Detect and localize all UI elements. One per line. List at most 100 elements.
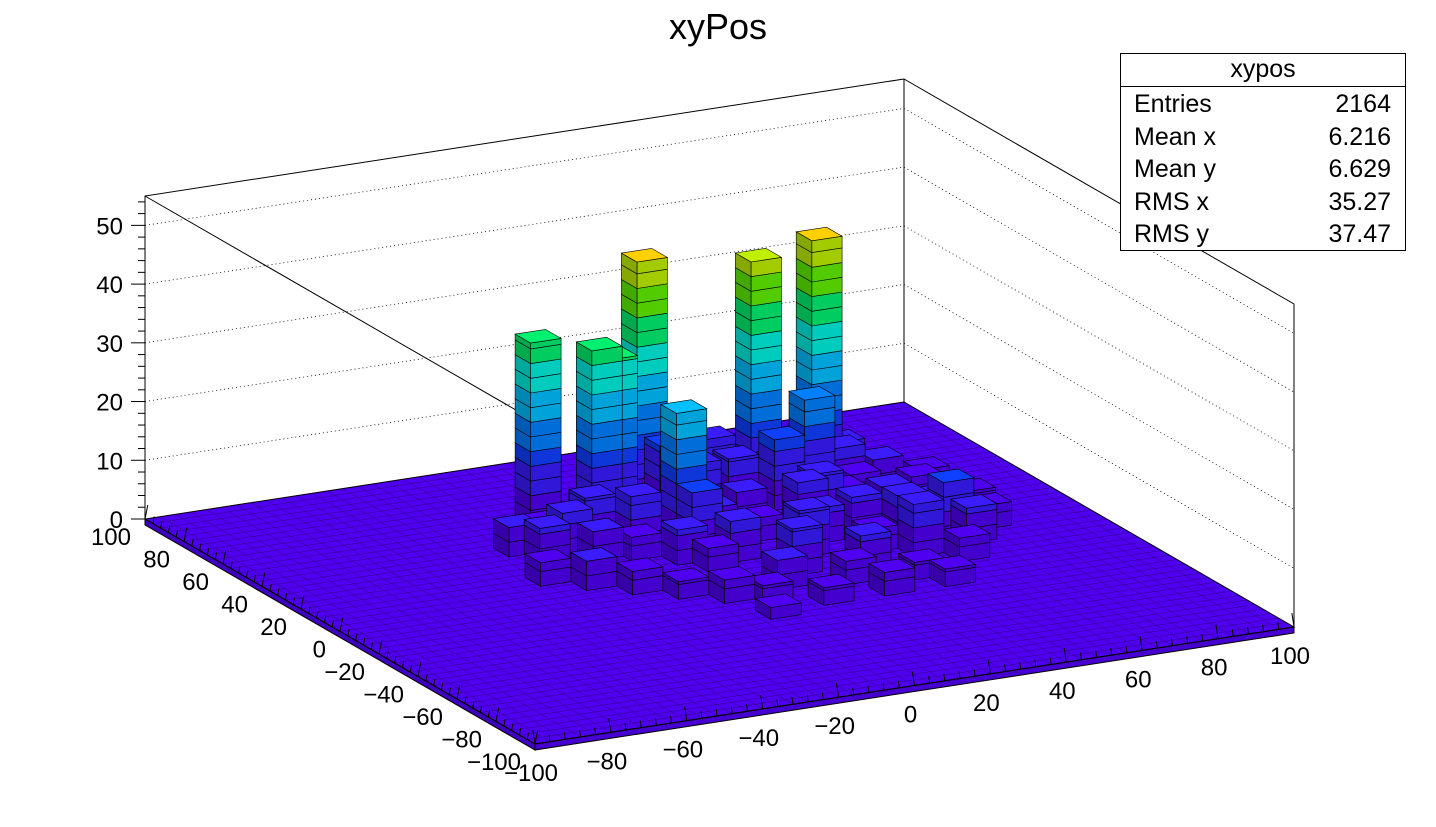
y-tick <box>456 684 461 700</box>
x-tick <box>882 683 885 691</box>
histogram-bar <box>570 547 618 592</box>
y-tick <box>503 718 506 727</box>
y-tick-label: −80 <box>441 727 482 754</box>
x-tick <box>1063 648 1067 663</box>
y-tick <box>183 527 188 542</box>
y-tick <box>323 615 327 623</box>
y-tick-label: 40 <box>221 592 248 619</box>
x-tick <box>911 671 915 686</box>
bar-top-face <box>757 425 806 441</box>
x-tick <box>1004 664 1007 672</box>
x-tick <box>1049 657 1052 665</box>
y-tick <box>417 662 422 677</box>
bar-top-face <box>754 593 803 608</box>
z-tick-label: 0 <box>110 507 123 534</box>
x-tick <box>1019 662 1022 670</box>
stats-value: 6.216 <box>1328 122 1391 151</box>
stats-value: 37.47 <box>1328 220 1391 249</box>
bar-top-face <box>524 548 572 564</box>
y-tick <box>269 583 272 592</box>
x-tick <box>897 680 900 688</box>
bar-top-face <box>714 507 762 522</box>
x-tick <box>791 697 794 705</box>
y-tick <box>472 700 475 709</box>
y-tick <box>425 673 428 682</box>
bar-top-face <box>568 484 617 499</box>
bar-top-face <box>570 547 618 562</box>
y-tick <box>401 660 405 668</box>
x-tick <box>1171 638 1174 646</box>
bar-top-face <box>734 247 783 263</box>
x-tick <box>836 683 840 698</box>
x-tick-label: −80 <box>587 748 628 775</box>
y-tick-label: 100 <box>91 524 131 551</box>
y-tick <box>331 619 335 628</box>
bar-top-face <box>614 482 663 498</box>
z-grid-line <box>144 166 1295 393</box>
x-tick <box>1246 626 1249 635</box>
x-tick <box>639 720 642 728</box>
stats-label: RMS y <box>1134 220 1209 249</box>
stats-label: Mean y <box>1134 155 1216 184</box>
bar-top-face <box>829 547 878 562</box>
x-tick <box>760 694 764 709</box>
y-tick <box>167 525 171 533</box>
x-tick-label: 0 <box>904 702 917 729</box>
x-tick-label: 80 <box>1201 655 1228 682</box>
bar-top-face <box>576 517 625 533</box>
stats-row-entries: Entries 2164 <box>1121 87 1405 120</box>
z-tick-label: 50 <box>96 213 123 240</box>
x-tick <box>1291 612 1295 628</box>
x-tick <box>745 704 749 712</box>
histogram-bar <box>616 557 664 596</box>
bar-top-face <box>760 546 809 561</box>
stats-row-mean-x: Mean x 6.216 <box>1121 120 1405 153</box>
stats-value: 6.629 <box>1328 155 1391 184</box>
y-tick <box>534 729 539 745</box>
y-tick <box>199 543 202 551</box>
bar-top-face <box>662 567 710 583</box>
z-grid-line <box>144 342 1295 569</box>
y-tick <box>440 682 444 691</box>
x-tick <box>973 669 976 677</box>
bar-top-face <box>807 573 855 589</box>
x-tick <box>867 685 870 693</box>
y-tick <box>214 552 218 560</box>
x-tick <box>776 699 779 707</box>
x-tick-label: −60 <box>662 737 703 764</box>
z-tick-label: 40 <box>96 272 123 299</box>
y-tick-label: 20 <box>260 614 287 641</box>
y-tick <box>144 504 149 520</box>
y-tick <box>261 572 266 587</box>
x-tick <box>1277 622 1280 630</box>
stats-row-rms-x: RMS x 35.27 <box>1121 185 1405 218</box>
bar-top-face <box>514 329 562 344</box>
bar-top-face <box>844 521 892 537</box>
x-tick <box>1079 652 1082 660</box>
bar-top-face <box>943 524 991 539</box>
bar-top-face <box>575 336 624 352</box>
x-tick <box>715 708 718 716</box>
x-tick <box>1034 659 1037 667</box>
chart-title: xyPos <box>668 6 768 47</box>
x-tick <box>1125 645 1128 653</box>
x-tick-label: 60 <box>1125 666 1152 693</box>
x-tick <box>670 715 673 724</box>
x-tick <box>1231 629 1234 637</box>
y-tick <box>394 655 397 664</box>
bar-top-face <box>788 386 836 401</box>
y-tick <box>175 529 179 538</box>
bar-top-face <box>781 468 830 484</box>
y-tick <box>518 727 522 736</box>
stats-row-rms-y: RMS y 37.47 <box>1121 217 1405 250</box>
x-tick-label: 20 <box>973 690 1000 717</box>
bar-top-face <box>795 226 843 242</box>
bar-top-face <box>545 499 594 514</box>
y-tick <box>339 617 344 632</box>
stats-box: xypos Entries 2164 Mean x 6.216 Mean y 6… <box>1120 53 1406 251</box>
histogram-bar <box>943 524 991 563</box>
z-tick-label: 20 <box>96 390 123 417</box>
x-tick <box>1110 648 1113 656</box>
y-tick <box>526 732 530 740</box>
y-tick <box>479 705 483 713</box>
